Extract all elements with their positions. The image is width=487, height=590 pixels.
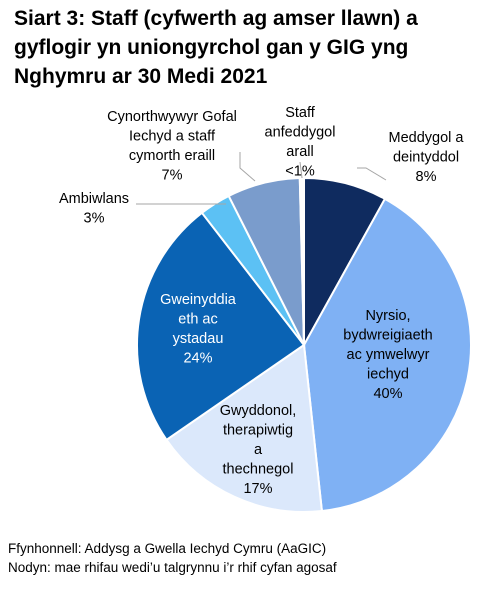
slice-category-6-line-2: arall [286, 144, 313, 160]
slice-category-3-line-2: ystadau [173, 331, 224, 347]
slice-label-1: Nyrsio, bydwreigiaeth ac ymwelwyr iechyd 40% [343, 308, 432, 402]
leader-line-6 [299, 161, 303, 179]
slice-category-1-line-2: ac ymwelwyr [347, 347, 430, 363]
slice-category-6-line-1: anfeddygol [265, 125, 336, 141]
slice-category-1-line-3: iechyd [367, 367, 409, 383]
pie-slice-3 [136, 211, 306, 442]
slice-label-2: Gwyddonol, therapiwtig a thechnegol 17% [220, 403, 297, 497]
pie-leader-lines [136, 152, 387, 205]
slice-label-3: Gweinyddia eth ac ystadau 24% [160, 292, 237, 367]
slice-category-4-line-0: Ambiwlans [59, 191, 129, 207]
chart-notes: Ffynhonnell: Addysg a Gwella Iechyd Cymr… [8, 539, 337, 577]
chart-title-line-2: gyflogir yn uniongyrchol gan y GIG yng [14, 36, 409, 59]
slice-category-2-line-3: thechnegol [223, 462, 294, 478]
slice-category-0-line-1: deintyddol [393, 150, 459, 166]
source-note: Ffynhonnell: Addysg a Gwella Iechyd Cymr… [8, 541, 327, 556]
slice-category-0-line-0: Meddygol a [389, 130, 465, 146]
slice-category-2-line-2: a [254, 442, 263, 458]
slice-value-5: 7% [162, 168, 183, 184]
slice-category-3-line-1: eth ac [178, 312, 218, 328]
slice-value-1: 40% [373, 386, 402, 402]
pie-labels: Meddygol a deintyddol 8% Nyrsio, bydwreigiae… [59, 105, 464, 497]
slice-value-6: <1% [285, 164, 315, 180]
slice-category-5-line-0: Cynorthwywyr Gofal [107, 109, 237, 125]
slice-category-6-line-0: Staff [285, 105, 316, 121]
slice-value-0: 8% [416, 169, 437, 185]
slice-label-5: Cynorthwywyr Gofal Iechyd a staff cymorth … [107, 109, 237, 184]
slice-category-5-line-2: cymorth eraill [129, 148, 215, 164]
slice-category-2-line-0: Gwyddonol, [220, 403, 297, 419]
slice-value-3: 24% [183, 351, 212, 367]
leader-line-0 [357, 167, 387, 181]
slice-label-0: Meddygol a deintyddol 8% [389, 130, 465, 185]
pie-chart: Meddygol a deintyddol 8% Nyrsio, bydwreigiae… [59, 105, 473, 513]
chart-title-line-3: Nghymru ar 30 Medi 2021 [14, 65, 268, 88]
pie-slices [136, 176, 473, 513]
pie-slice-1 [302, 197, 473, 513]
rounding-note: Nodyn: mae rhifau wedi’u talgrynnu i’r r… [8, 560, 337, 575]
slice-label-4: Ambiwlans 3% [59, 191, 129, 227]
chart-title: Siart 3: Staff (cyfwerth ag amser llawn)… [14, 4, 482, 91]
slice-value-2: 17% [243, 481, 272, 497]
slice-value-4: 3% [84, 211, 105, 227]
slice-category-2-line-1: therapiwtig [223, 423, 293, 439]
slice-category-1-line-0: Nyrsio, [365, 308, 410, 324]
chart-title-line-1: Siart 3: Staff (cyfwerth ag amser llawn)… [14, 7, 418, 30]
slice-category-1-line-1: bydwreigiaeth [343, 328, 432, 344]
slice-label-6: Staff anfeddygol arall <1% [265, 105, 336, 180]
leader-line-5 [239, 152, 256, 182]
slice-category-3-line-0: Gweinyddia [160, 292, 237, 308]
pie-slice-2 [165, 343, 324, 513]
slice-category-5-line-1: Iechyd a staff [129, 129, 216, 145]
